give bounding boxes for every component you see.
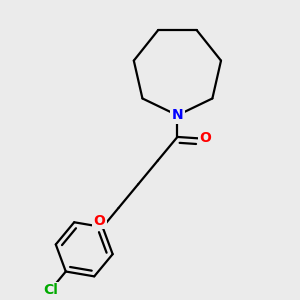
Text: O: O [200, 131, 211, 146]
Text: O: O [94, 214, 106, 228]
Text: Cl: Cl [43, 283, 58, 297]
Text: N: N [172, 108, 183, 122]
